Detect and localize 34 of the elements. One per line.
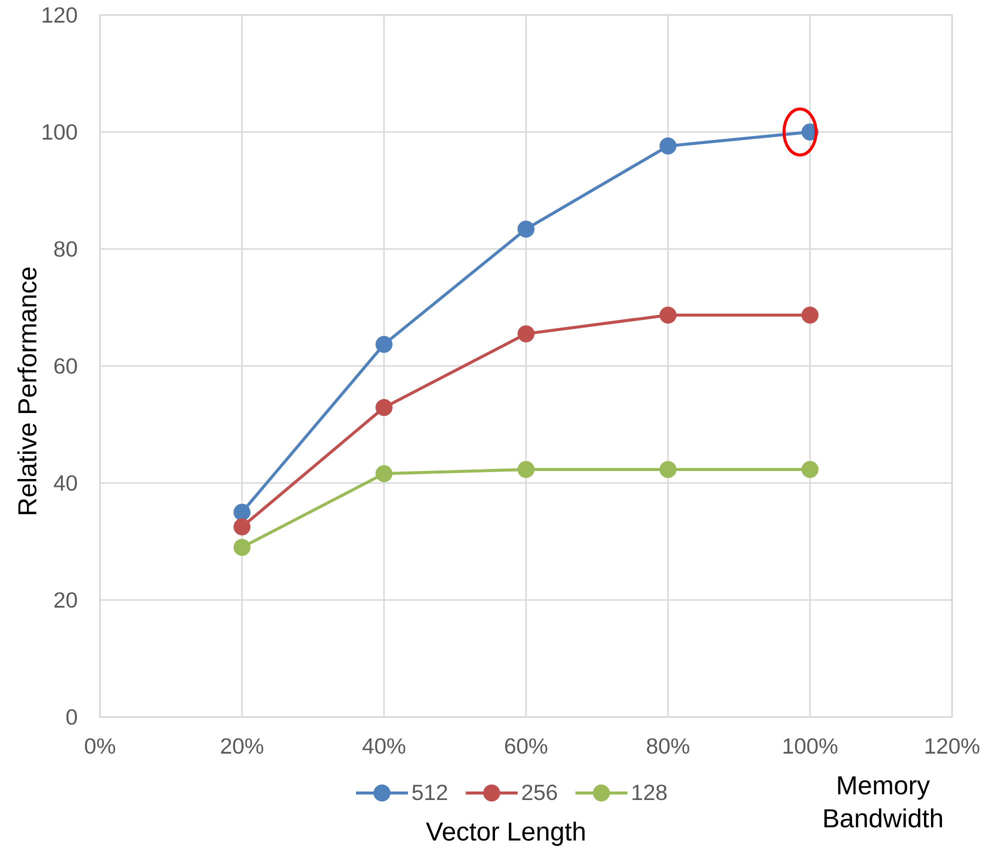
x-tick-label: 0%: [84, 738, 116, 754]
point: [376, 465, 393, 482]
x-tick-label: 120%: [926, 738, 980, 754]
point: [518, 325, 535, 342]
legend-title: Vector Length: [426, 822, 585, 846]
y-tick-label: 20: [54, 592, 77, 608]
y-tick-label: 40: [54, 475, 77, 491]
point: [660, 461, 677, 478]
point: [518, 461, 535, 478]
point: [234, 504, 251, 521]
point: [660, 306, 677, 324]
x-tick-label: 100%: [784, 738, 838, 754]
point: [518, 220, 535, 238]
legend-label: 128: [632, 784, 667, 800]
legend-label: 512: [412, 784, 448, 800]
point: [802, 306, 819, 324]
x-tick-label: 60%: [505, 738, 548, 754]
y-tick-label: 120: [42, 7, 77, 23]
x-axis-title: Memory Bandwidth: [824, 776, 942, 828]
x-tick-label: 20%: [221, 738, 264, 754]
point: [234, 518, 251, 536]
y-axis-title: Relative Performance: [17, 267, 37, 514]
point: [376, 399, 393, 416]
point: [802, 461, 819, 478]
y-tick-label: 60: [54, 358, 77, 374]
y-tick-label: 100: [42, 124, 77, 140]
y-tick-label: 0: [66, 709, 77, 725]
x-tick-label: 40%: [362, 738, 406, 754]
point: [376, 336, 393, 353]
x-tick-label: 80%: [646, 738, 690, 754]
y-tick-label: 80: [54, 241, 77, 257]
point: [234, 538, 251, 556]
point: [660, 138, 677, 155]
legend-label: 256: [522, 784, 557, 800]
